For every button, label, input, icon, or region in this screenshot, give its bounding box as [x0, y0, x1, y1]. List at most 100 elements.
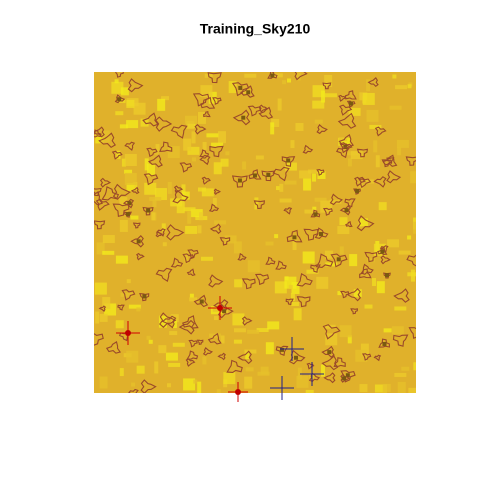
contour	[94, 187, 102, 197]
contour	[378, 338, 390, 348]
contour	[359, 268, 372, 279]
contour	[338, 94, 347, 102]
bright-patch	[119, 124, 128, 129]
core	[266, 172, 271, 177]
bright-patch	[284, 276, 289, 281]
core	[117, 97, 122, 102]
core	[292, 235, 297, 240]
bright-patch	[292, 238, 297, 251]
bright-patch	[144, 182, 157, 195]
bright-patch	[397, 381, 406, 393]
core	[380, 249, 385, 254]
contour	[209, 145, 224, 158]
bright-patch	[391, 326, 404, 335]
bright-patch	[95, 135, 104, 144]
contour	[261, 170, 276, 182]
bright-patch	[288, 284, 293, 289]
bright-patch	[154, 150, 159, 155]
bright-patch	[119, 219, 128, 232]
bright-patch	[99, 313, 108, 322]
contour	[202, 347, 213, 356]
bright-patch	[413, 362, 416, 371]
core	[385, 273, 390, 278]
contour	[182, 253, 195, 264]
core	[237, 178, 242, 183]
contour	[382, 154, 398, 167]
contour	[323, 372, 336, 384]
contour	[361, 353, 372, 361]
bright-patch	[147, 163, 156, 176]
bright-patch	[124, 154, 137, 167]
bright-patch	[126, 279, 131, 284]
bright-patch	[144, 158, 149, 171]
contour	[127, 78, 144, 93]
bright-patch	[407, 84, 412, 89]
contour	[367, 77, 379, 88]
contour	[199, 149, 210, 158]
contour	[94, 129, 102, 138]
bright-patch	[304, 209, 317, 214]
bright-patch	[321, 90, 326, 103]
bright-patch	[111, 81, 124, 94]
bright-patch	[247, 260, 260, 273]
contour	[196, 339, 204, 345]
bright-patch	[187, 211, 192, 224]
contour	[316, 169, 325, 176]
bright-patch	[133, 102, 146, 115]
contour	[322, 82, 332, 90]
bright-patch	[369, 124, 382, 129]
bright-patch	[378, 202, 387, 211]
bright-patch	[197, 381, 202, 393]
contour	[178, 319, 195, 335]
bright-patch	[116, 150, 121, 159]
contour	[373, 176, 387, 188]
contour	[248, 169, 262, 180]
bright-patch	[233, 241, 242, 254]
contour	[208, 203, 220, 212]
bright-patch	[265, 241, 274, 246]
contour	[185, 358, 196, 367]
contour	[247, 105, 262, 117]
bright-patch	[312, 206, 317, 211]
core	[327, 350, 332, 355]
bright-patch	[265, 342, 274, 355]
bright-patch	[242, 161, 247, 170]
bright-patch	[115, 111, 124, 116]
bright-patch	[394, 306, 407, 311]
contour	[253, 200, 266, 210]
bright-patch	[392, 74, 397, 79]
bright-patch	[244, 73, 257, 78]
bright-patch	[348, 107, 361, 116]
contour	[192, 93, 210, 107]
contour	[374, 126, 387, 137]
bright-patch	[155, 144, 160, 153]
contour	[94, 126, 105, 138]
bright-patch	[187, 146, 200, 155]
bright-patch	[366, 79, 371, 92]
contour	[111, 150, 123, 160]
bright-patch	[314, 197, 327, 202]
bright-patch	[228, 81, 237, 94]
bright-patch	[233, 339, 242, 344]
bright-patch	[232, 313, 245, 326]
bright-patch	[191, 131, 196, 144]
bright-patch	[274, 281, 287, 294]
bright-patch	[277, 98, 282, 111]
bright-patch	[303, 178, 312, 191]
bright-patch	[260, 366, 269, 375]
bright-patch	[395, 85, 408, 90]
contour	[364, 251, 378, 263]
contour	[213, 188, 222, 196]
contour	[159, 141, 173, 153]
contour	[241, 316, 253, 326]
contour	[208, 274, 224, 288]
bright-patch	[355, 349, 368, 362]
contour	[130, 186, 140, 195]
bright-patch	[121, 158, 126, 167]
contour	[241, 278, 256, 290]
core	[222, 309, 227, 314]
contour	[237, 350, 253, 365]
bright-patch	[312, 100, 325, 109]
bright-patch	[136, 365, 145, 374]
bright-patch	[245, 350, 250, 359]
